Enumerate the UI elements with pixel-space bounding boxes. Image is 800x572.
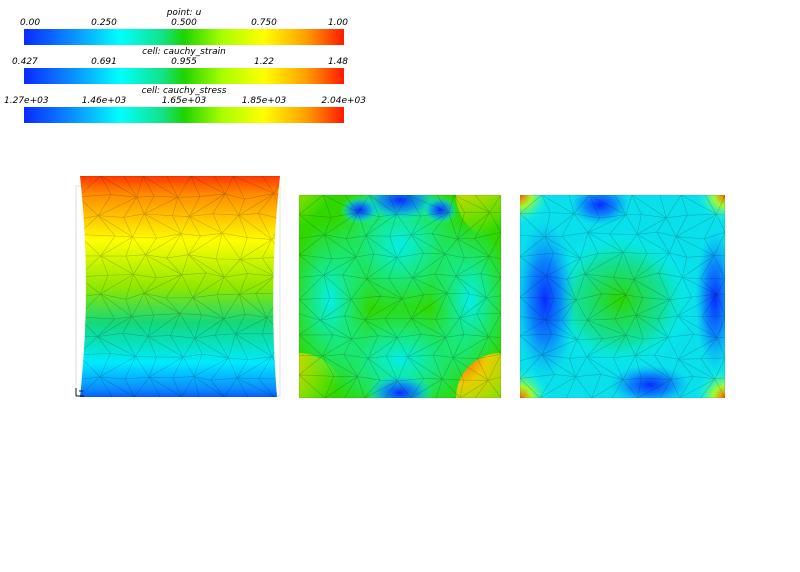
colorbar-tick: 0.691 [91, 57, 117, 67]
colorbar-ticks: 1.27e+03 1.46e+03 1.65e+03 1.85e+03 2.04… [4, 96, 366, 107]
colorbar-tick: 1.85e+03 [241, 96, 287, 106]
colorbar-title: cell: cauchy_strain [142, 47, 226, 57]
colorbar-ticks: 0.00 0.250 0.500 0.750 1.00 [20, 18, 348, 29]
colorbar-tick: 0.00 [20, 18, 41, 28]
mesh-wireframe [80, 176, 280, 397]
axes-marker-icon [75, 388, 84, 397]
colorbar-tick: 0.427 [12, 57, 38, 67]
mesh-panel-cauchy-strain [299, 195, 501, 398]
colorbar-tick: 1.00 [327, 18, 348, 28]
mesh-wireframe [299, 195, 501, 398]
colorbar-gradient [24, 68, 344, 84]
colorbar-gradient [24, 107, 344, 123]
colorbar-tick: 0.955 [171, 57, 197, 67]
mesh-panel-cauchy-stress [520, 195, 725, 398]
colorbar-tick: 1.65e+03 [161, 96, 207, 106]
colorbar-tick: 0.500 [171, 18, 197, 28]
colorbar-tick: 2.04e+03 [321, 96, 366, 106]
colorbar-tick: 1.48 [327, 57, 348, 67]
colorbar-tick: 1.46e+03 [81, 96, 127, 106]
mesh-wireframe [520, 195, 725, 398]
colorbar-gradient [24, 29, 344, 45]
colorbar-tick: 0.750 [251, 18, 277, 28]
colorbar-tick: 1.27e+03 [4, 96, 49, 106]
colorbar-tick: 1.22 [253, 57, 275, 67]
mesh-panel-displacement [80, 176, 280, 397]
colorbar-tick: 0.250 [91, 18, 117, 28]
colorbar-ticks: 0.427 0.691 0.955 1.22 1.48 [12, 57, 348, 68]
colorbar-title: point: u [166, 8, 202, 18]
colorbar-title: cell: cauchy_stress [141, 86, 227, 96]
